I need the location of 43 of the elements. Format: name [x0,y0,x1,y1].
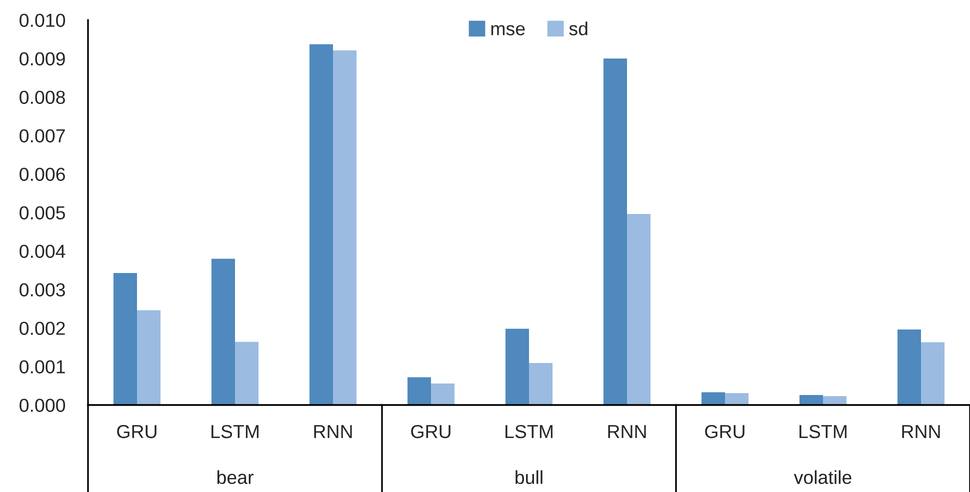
x-tick-label: LSTM [800,424,846,438]
bar [725,393,749,405]
y-tick-label: 0.003 [20,283,65,296]
bar [113,272,137,405]
bar [627,214,651,405]
bar [897,330,921,405]
bar [309,44,333,405]
y-tick-label: 0.007 [20,129,65,142]
bar [431,383,455,405]
y-tick-label: 0.002 [20,322,65,335]
bar [211,258,235,405]
legend-label: mse [491,25,525,36]
bar [603,58,627,405]
y-tick-label: 0.010 [20,14,66,27]
bar [333,50,357,405]
bar [407,377,431,405]
text: bear [217,470,254,484]
bar [701,392,725,405]
x-tick-label: RNN [608,425,646,438]
text: bull [516,470,542,484]
bar [235,342,259,405]
text: volatile [794,470,852,484]
y-tick-label: 0.001 [20,360,65,374]
y-tick-label: 0.004 [20,244,66,258]
x-tick-label: LSTM [212,424,258,438]
bar [137,310,161,405]
y-tick-label: 0.008 [20,90,65,104]
bar [799,394,823,405]
y-tick-label: 0.006 [20,168,65,181]
x-tick-label: GRU [117,424,156,438]
x-tick-label: GRU [705,424,744,438]
x-tick-label: RNN [314,425,352,438]
y-tick-label: 0.005 [20,206,65,220]
bar [921,342,945,405]
bar [823,396,847,405]
legend-label: sd [569,22,588,36]
y-tick-label: 0.009 [20,52,65,66]
bar [505,328,529,405]
x-tick-label: LSTM [506,424,552,438]
y-tick-label: 0.000 [20,398,66,412]
x-tick-label: RNN [902,425,940,438]
bar [529,363,553,405]
x-tick-label: GRU [411,424,450,438]
